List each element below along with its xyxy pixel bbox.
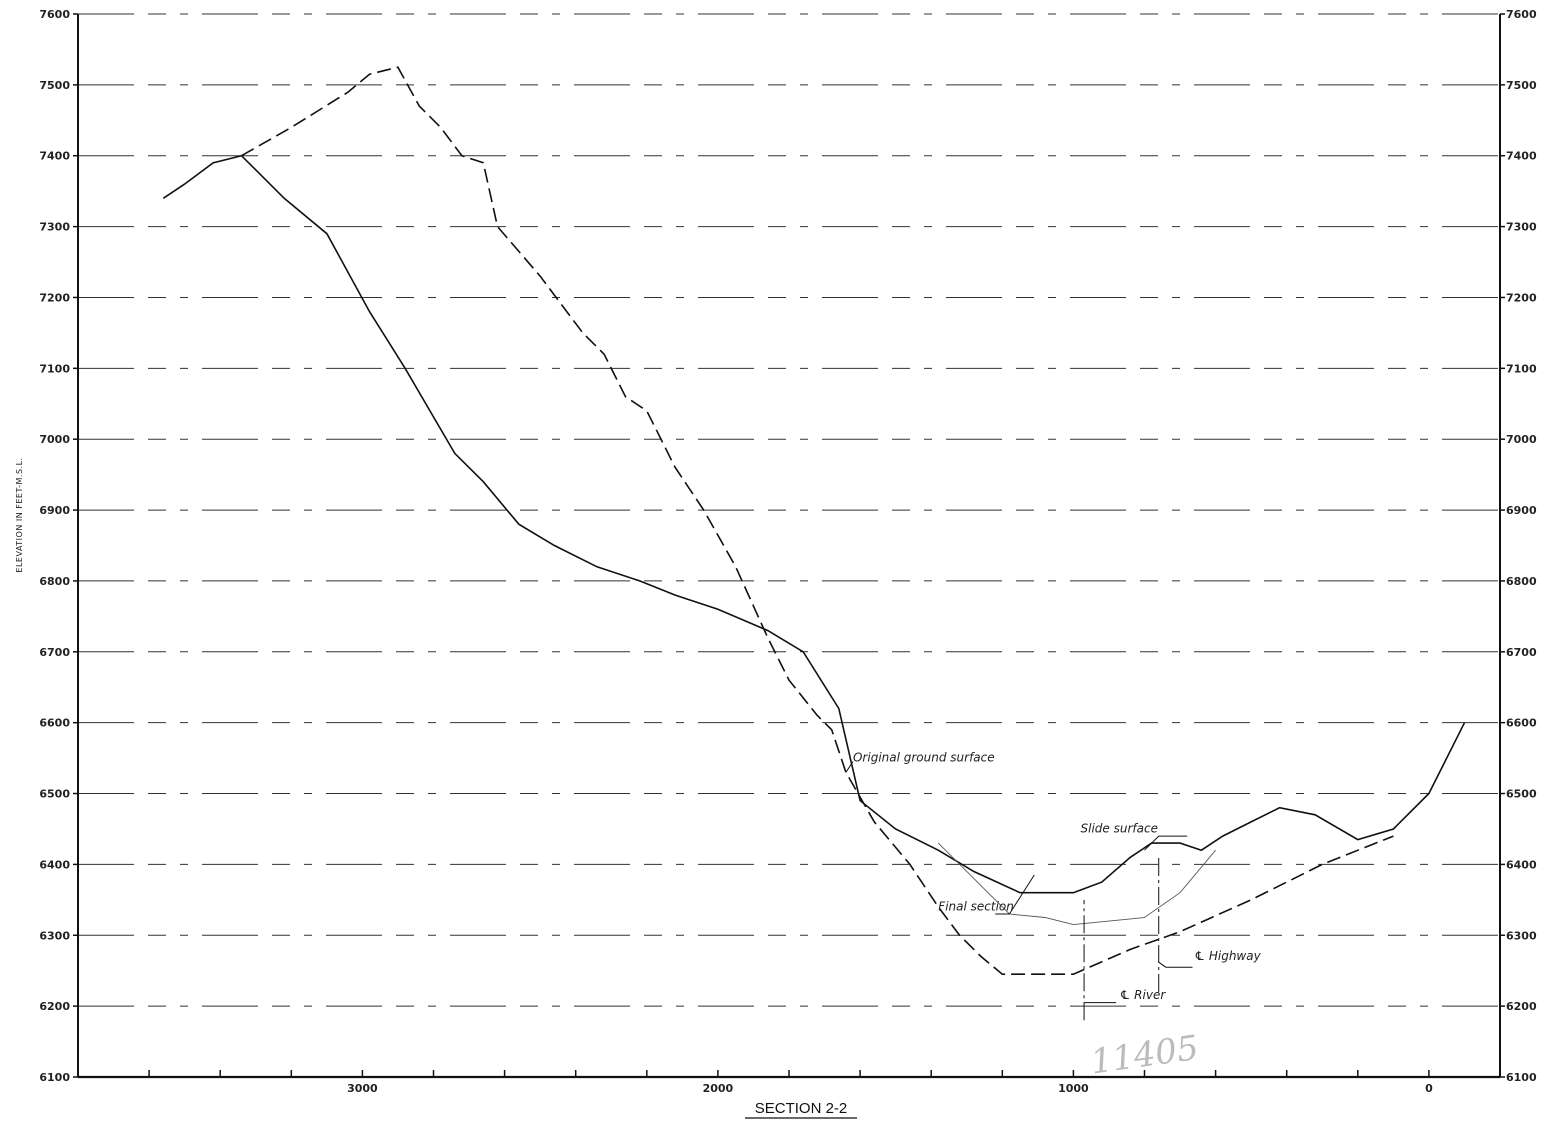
y-tick-label-right: 7200 [1506,291,1537,304]
slide-surface-line [162,154,1466,894]
y-tick-label-left: 6300 [39,929,70,942]
annotation-label: Original ground surface [853,751,995,765]
highway-leader [1158,961,1193,968]
y-tick-label-right: 6700 [1506,646,1537,659]
y-tick-label-right: 7000 [1506,433,1537,446]
final-section-line [937,842,1216,926]
y-tick-label-left: 6600 [39,717,70,730]
x-tick-label: 2000 [703,1082,734,1095]
y-tick-label-left: 6900 [39,504,70,517]
annotation-label: ℄ Highway [1194,949,1261,963]
annotation-label: Final section [938,899,1014,913]
y-tick-label-left: 7100 [39,362,70,375]
annotation-label: ℄ River [1120,988,1167,1002]
reference-lines [1083,857,1160,1021]
axes [77,14,1501,1079]
y-tick-label-right: 6400 [1506,858,1537,871]
original-ground-leader [845,761,854,773]
original-ground-surface-line [241,66,1394,975]
y-tick-label-left: 6200 [39,1000,70,1013]
y-tick-label-left: 7300 [39,221,70,234]
y-axis-title: ELEVATION IN FEET-M.S.L. [15,457,24,572]
annotation-label: Slide surface [1081,822,1158,836]
y-tick-label-right: 6100 [1506,1071,1537,1084]
y-tick-label-right: 7100 [1506,362,1537,375]
y-tick-label-left: 6700 [39,646,70,659]
x-tick-label: 1000 [1058,1082,1089,1095]
y-tick-label-right: 7500 [1506,79,1537,92]
annotations: Original ground surface Slide surface Fina… [845,751,1262,1004]
y-tick-label-right: 7600 [1506,8,1537,21]
x-tick-labels: 3000 2000 1000 0 [347,1082,1433,1095]
final-section-leader [995,874,1035,915]
y-tick-label-right: 6600 [1506,717,1537,730]
series-lines [162,66,1466,975]
y-tick-label-right: 6500 [1506,788,1537,801]
y-tick-label-right: 7300 [1506,221,1537,234]
y-tick-label-left: 7000 [39,433,70,446]
y-tick-labels-left: 6100 6200 6300 6400 6500 6600 6700 6800 6900 7000… [39,8,70,1084]
y-tick-label-right: 6900 [1506,504,1537,517]
y-tick-label-left: 6800 [39,575,70,588]
grid-lines [78,13,1500,1007]
y-tick-label-left: 7400 [39,150,70,163]
y-tick-label-left: 7500 [39,79,70,92]
y-tick-label-left: 7600 [39,8,70,21]
y-tick-label-left: 6100 [39,1071,70,1084]
tick-marks [73,13,1505,1078]
y-tick-label-left: 6400 [39,858,70,871]
y-tick-label-right: 6200 [1506,1000,1537,1013]
y-tick-labels-right: 6100 6200 6300 6400 6500 6600 6700 6800 6900 7000… [1506,8,1537,1084]
y-tick-label-left: 7200 [39,291,70,304]
y-tick-label-left: 6500 [39,788,70,801]
x-tick-label: 0 [1425,1082,1433,1095]
slide-surface-leader [1144,835,1188,851]
y-tick-label-right: 6300 [1506,929,1537,942]
y-tick-label-right: 6800 [1506,575,1537,588]
chart-title: SECTION 2-2 [755,1100,848,1117]
y-tick-label-right: 7400 [1506,150,1537,163]
handwritten-mark: 11405 [1088,1028,1201,1083]
x-tick-label: 3000 [347,1082,378,1095]
